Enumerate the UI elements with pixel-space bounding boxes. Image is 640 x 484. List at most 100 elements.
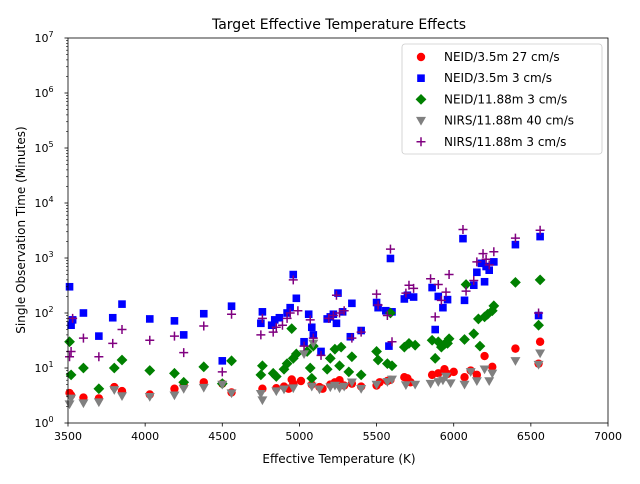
- data-point: [511, 240, 520, 249]
- data-point: [331, 290, 341, 300]
- data-point: [108, 313, 117, 322]
- series-2: [65, 232, 544, 365]
- data-point: [474, 340, 486, 352]
- chart-title: Target Effective Temperature Effects: [211, 17, 466, 33]
- data-point: [314, 385, 325, 395]
- data-point: [299, 341, 309, 351]
- data-point: [65, 369, 77, 381]
- data-point: [299, 350, 310, 359]
- legend-marker: [415, 94, 427, 105]
- data-point: [275, 313, 284, 322]
- data-point: [510, 233, 520, 243]
- data-point: [534, 274, 546, 286]
- data-point: [169, 391, 180, 401]
- data-point: [170, 317, 179, 325]
- data-point: [179, 331, 188, 339]
- data-point: [67, 321, 75, 330]
- data-point: [460, 279, 472, 290]
- data-point: [258, 308, 267, 316]
- legend-label: NEID/3.5m 3 cm/s: [444, 71, 552, 85]
- data-point: [385, 307, 396, 319]
- y-axis-label: Single Observation Time (Minutes): [14, 126, 28, 333]
- data-point: [324, 313, 334, 323]
- data-point: [93, 398, 104, 408]
- data-point: [286, 303, 294, 312]
- data-point: [372, 289, 382, 299]
- data-point: [290, 348, 302, 360]
- data-point: [335, 308, 345, 318]
- data-point: [348, 299, 356, 308]
- data-point: [477, 259, 486, 268]
- data-point: [227, 309, 237, 319]
- data-point: [178, 384, 189, 394]
- data-point: [93, 383, 105, 395]
- data-point: [459, 234, 467, 243]
- data-point: [371, 346, 382, 357]
- data-point: [401, 288, 411, 298]
- data-point: [217, 367, 227, 377]
- data-point: [425, 379, 436, 389]
- data-point: [296, 376, 306, 386]
- legend-entry: NEID/11.88m 3 cm/s: [415, 92, 567, 106]
- data-point: [410, 380, 421, 390]
- data-point: [535, 337, 545, 346]
- data-point: [338, 308, 347, 316]
- data-point: [436, 295, 446, 305]
- data-point: [286, 323, 298, 335]
- legend-marker: [416, 137, 426, 147]
- data-point: [372, 354, 384, 366]
- x-tick-label: 4000: [131, 430, 159, 443]
- data-point: [328, 311, 338, 321]
- data-point: [170, 384, 179, 393]
- data-point: [307, 323, 316, 332]
- data-point: [145, 335, 155, 345]
- data-point: [403, 291, 412, 300]
- data-point: [334, 360, 345, 372]
- data-point: [404, 280, 414, 290]
- data-point: [458, 224, 468, 234]
- y-tick-label: 101: [34, 360, 53, 375]
- data-point: [488, 362, 497, 372]
- data-point: [409, 293, 418, 301]
- data-point: [382, 311, 392, 321]
- data-point: [343, 366, 355, 378]
- legend-marker: [417, 74, 425, 82]
- x-tick-label: 4500: [208, 430, 236, 443]
- data-point: [288, 384, 299, 394]
- data-point: [293, 306, 303, 316]
- data-point: [533, 319, 544, 331]
- series-5: [65, 224, 545, 377]
- data-point: [329, 381, 340, 391]
- data-point: [469, 281, 478, 290]
- data-point: [445, 379, 456, 389]
- data-point: [371, 380, 382, 390]
- data-point: [78, 333, 88, 343]
- data-point: [217, 380, 228, 390]
- data-point: [95, 332, 103, 340]
- x-tick-label: 6500: [517, 430, 545, 443]
- data-point: [481, 254, 491, 264]
- legend-marker: [416, 116, 426, 126]
- data-point: [386, 360, 398, 372]
- data-point: [460, 296, 469, 305]
- data-point: [282, 313, 292, 323]
- data-point: [459, 334, 470, 345]
- data-point: [372, 298, 381, 307]
- data-point: [281, 358, 293, 370]
- legend-entry: NEID/3.5m 27 cm/s: [416, 50, 560, 64]
- data-point: [94, 352, 104, 362]
- data-point: [198, 383, 209, 393]
- data-point: [433, 279, 443, 289]
- data-point: [339, 382, 350, 392]
- data-point: [468, 328, 480, 340]
- data-point: [484, 377, 495, 387]
- data-point: [356, 384, 367, 394]
- data-point: [382, 306, 390, 315]
- data-point: [434, 369, 443, 378]
- data-point: [339, 306, 349, 316]
- data-point: [64, 400, 75, 410]
- data-point: [329, 343, 341, 355]
- data-point: [409, 339, 421, 351]
- data-point: [304, 310, 313, 319]
